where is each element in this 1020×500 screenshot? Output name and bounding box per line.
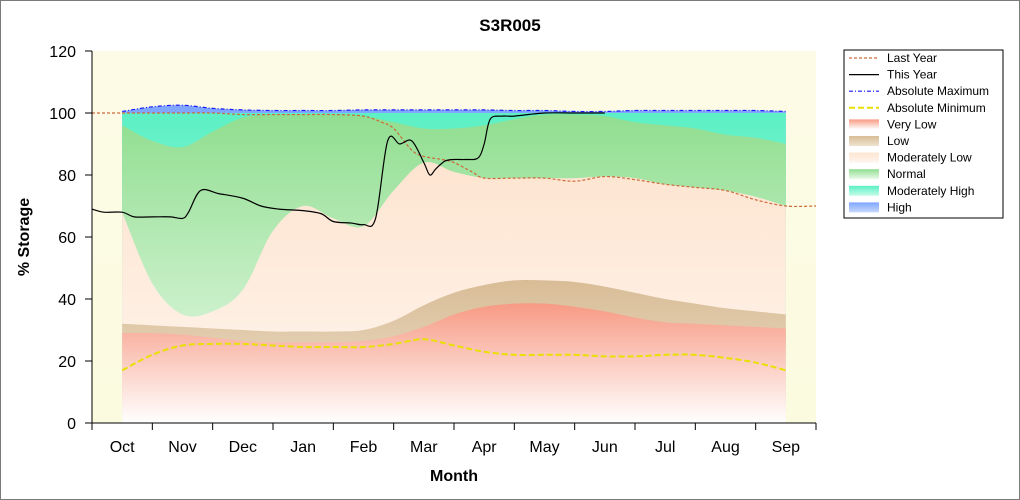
x-tick-label: Nov [168,439,196,456]
x-tick-label: Dec [229,439,257,456]
x-tick-label: Sep [772,439,801,456]
y-tick-label: 100 [49,106,76,123]
legend-label: Normal [887,167,926,181]
x-tick-label: May [529,439,559,456]
x-tick-label: Aug [711,439,739,456]
legend-item-moderately-high: Moderately High [849,184,974,198]
legend-swatch [849,202,879,213]
y-tick-label: 0 [67,416,76,433]
legend-box [843,49,1004,219]
storage-bands [122,105,786,423]
x-tick-label: Feb [350,439,378,456]
legend-label: Absolute Minimum [887,101,986,115]
series-this-year [92,112,605,228]
legend-item-normal: Normal [849,167,926,181]
legend-swatch [849,185,879,196]
x-tick-label: Oct [110,439,135,456]
legend-item-abs-min: Absolute Minimum [849,101,986,115]
legend-item-moderately-low: Moderately Low [849,151,972,165]
band-very-low [122,303,786,423]
x-tick-label: Jun [592,439,618,456]
y-tick-label: 80 [58,168,76,185]
legend-label: Last Year [887,51,937,65]
y-tick-label: 120 [49,44,76,61]
legend-label: Absolute Maximum [887,84,989,98]
legend-item-this-year: This Year [849,68,937,82]
x-tick-label: Mar [410,439,438,456]
series-abs-max [122,104,786,113]
legend-item-last-year: Last Year [849,51,937,65]
legend-swatch [849,152,879,163]
legend-swatch [849,169,879,180]
series-last-year [92,112,816,208]
legend-label: Low [887,134,909,148]
y-tick-label: 20 [58,354,76,371]
x-tick-label: Jan [290,439,316,456]
legend-label: Very Low [887,117,937,131]
x-tick-label: Apr [472,439,498,456]
x-axis-title: Month [430,468,478,485]
series-lines [92,104,816,372]
y-tick-label: 40 [58,292,76,309]
legend-item-very-low: Very Low [849,117,937,131]
legend-swatch [849,119,879,130]
legend-item-high: High [849,200,912,214]
y-tick-label: 60 [58,230,76,247]
y-axis-title: % Storage [16,198,33,276]
y-axis-ticks: 0 20 40 60 80 100 120 [49,44,92,433]
x-tick-label: Jul [655,439,675,456]
x-axis-ticks: Oct Nov Dec Jan Feb Mar Apr May Jun Jul Aug Sep [91,423,817,456]
legend-label: High [887,200,912,214]
legend-label: This Year [887,68,937,82]
legend-item-abs-max: Absolute Maximum [849,84,989,98]
series-abs-min [121,338,787,372]
legend-swatch [849,136,879,146]
legend-label: Moderately High [887,184,974,198]
legend-item-low: Low [849,134,909,148]
legend-label: Moderately Low [887,151,972,165]
chart-title: S3R005 [479,16,540,35]
legend: Last Year This Year Absolute Maximum Absolu… [843,49,1004,219]
